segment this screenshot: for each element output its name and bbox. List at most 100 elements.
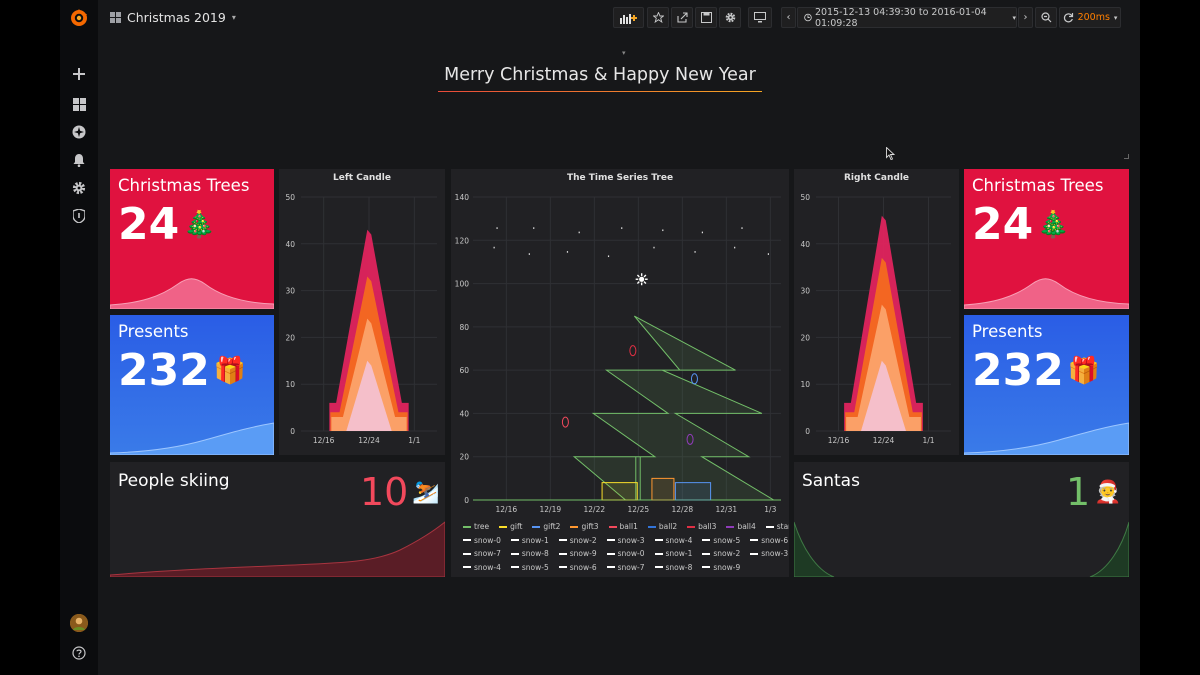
save-icon: [700, 12, 712, 23]
resize-handle-icon[interactable]: [1124, 154, 1129, 159]
zoom-out-button[interactable]: [1035, 7, 1057, 28]
candle-flame-layer-3: [332, 360, 406, 431]
mouse-cursor-icon: [886, 145, 896, 164]
legend-item[interactable]: snow-7: [463, 549, 501, 558]
christmas-trees-panel-right[interactable]: Christmas Trees 24 🎄: [964, 169, 1129, 309]
legend-item[interactable]: snow-6: [750, 536, 788, 545]
plus-icon[interactable]: [70, 65, 88, 83]
legend-item[interactable]: snow-3: [750, 549, 788, 558]
christmas-trees-panel-left[interactable]: Christmas Trees 24 🎄: [110, 169, 274, 309]
caret-down-icon: ▾: [1113, 13, 1118, 22]
dashboard-picker[interactable]: Christmas 2019 ▾: [110, 10, 236, 25]
legend-swatch: [702, 552, 711, 555]
legend-swatch: [463, 566, 471, 569]
stat-title: People skiing: [118, 471, 230, 491]
legend-item[interactable]: snow-6: [558, 563, 597, 572]
left-candle-panel[interactable]: Left Candle 0 10 20 30 40 50 12/16 12/24 1/1: [279, 169, 445, 455]
stat-title: Santas: [802, 471, 860, 491]
legend-item[interactable]: snow-9: [702, 563, 740, 572]
legend-swatch: [702, 566, 711, 569]
legend-label: snow-3: [617, 535, 645, 545]
legend-label: snow-8: [665, 562, 693, 572]
legend-swatch: [726, 525, 735, 528]
stat-title: Presents: [118, 322, 189, 341]
presents-panel-left[interactable]: Presents 232 🎁: [110, 315, 274, 455]
presents-panel-right[interactable]: Presents 232 🎁: [964, 315, 1129, 455]
right-candle-panel[interactable]: Right Candle 0 10 20 30 40 50 12/16 12/24 1/1: [794, 169, 959, 455]
ball4-point: [686, 433, 694, 445]
sparkline: [794, 521, 1129, 577]
save-button[interactable]: [695, 7, 717, 28]
legend-item[interactable]: snow-7: [606, 562, 645, 572]
stat-value: 10 ⛷️: [360, 470, 440, 514]
legend-item[interactable]: snow-1: [510, 536, 549, 545]
legend-item[interactable]: snow-0: [463, 536, 501, 545]
refresh-picker[interactable]: 200ms ▾: [1059, 7, 1121, 28]
people-skiing-panel[interactable]: People skiing 10 ⛷️: [110, 462, 445, 577]
legend-item[interactable]: snow-9: [558, 549, 597, 558]
legend-label: snow-2: [569, 535, 597, 545]
legend-item[interactable]: snow-1: [654, 549, 692, 558]
legend-item[interactable]: star: [765, 522, 789, 531]
time-back-button[interactable]: ‹: [781, 7, 796, 28]
legend-item[interactable]: snow-5: [510, 562, 549, 572]
shield-icon[interactable]: [70, 207, 88, 225]
legend-swatch: [558, 566, 567, 569]
right-candle-chart: 0 10 20 30 40 50 12/16 12/24 1/1: [800, 193, 951, 445]
legend-item[interactable]: snow-8: [510, 549, 549, 558]
grafana-logo-icon[interactable]: [69, 8, 89, 28]
legend-label: snow-7: [617, 562, 645, 572]
snow-1-point: [566, 251, 569, 253]
star-button[interactable]: [647, 7, 669, 28]
ball2-point: [690, 373, 698, 385]
legend-item[interactable]: snow-4: [654, 536, 692, 545]
add-panel-button[interactable]: [613, 7, 644, 28]
x-tick-label: 12/31: [716, 505, 738, 514]
time-forward-button[interactable]: ›: [1018, 7, 1033, 28]
legend-swatch: [606, 539, 615, 542]
legend-item[interactable]: snow-0: [606, 549, 645, 558]
legend-row: snow-0 snow-1 snow-2 snow-3 snow-4 snow-5 snow…: [463, 534, 788, 548]
legend-label: snow-5: [521, 562, 549, 572]
legend-item[interactable]: ball2: [647, 522, 677, 531]
legend-item[interactable]: snow-2: [558, 535, 597, 545]
legend-item[interactable]: snow-5: [702, 536, 740, 545]
top-navbar: Christmas 2019 ▾ ‹ 2015-12-13 04:39:30 t…: [98, 0, 1140, 36]
gear-icon[interactable]: [70, 179, 88, 197]
time-series-tree-panel[interactable]: The Time Series Tree 0 20 40 60 80 100 120 140 1…: [451, 169, 789, 577]
santas-panel[interactable]: Santas 1 🧑‍🎄: [794, 462, 1129, 577]
x-tick-label: 12/24: [873, 436, 895, 445]
clock-icon: [804, 13, 812, 22]
tv-mode-button[interactable]: [748, 7, 772, 28]
legend-item[interactable]: snow-2: [702, 549, 740, 558]
legend-item[interactable]: gift: [499, 522, 522, 531]
bell-icon[interactable]: [70, 151, 88, 169]
user-avatar[interactable]: [70, 614, 88, 632]
time-picker[interactable]: 2015-12-13 04:39:30 to 2016-01-04 01:09:…: [797, 7, 1017, 29]
legend-item[interactable]: ball4: [726, 522, 756, 531]
skier-icon: ⛷️: [412, 479, 440, 505]
legend-item[interactable]: snow-4: [463, 563, 501, 572]
legend-item[interactable]: gift2: [532, 522, 560, 531]
legend-label: ball1: [619, 522, 638, 532]
legend-label: gift2: [543, 522, 561, 532]
legend-item[interactable]: snow-3: [606, 535, 645, 545]
dashboards-icon[interactable]: [70, 95, 88, 113]
row-header: Merry Christmas & Happy New Year: [60, 62, 1140, 92]
help-icon[interactable]: [70, 644, 88, 662]
legend-item[interactable]: tree: [463, 522, 489, 531]
stat-value: 232 🎁: [118, 345, 246, 396]
compass-icon[interactable]: [70, 123, 88, 141]
legend-item[interactable]: gift3: [570, 522, 599, 531]
legend-item[interactable]: snow-8: [654, 562, 693, 572]
legend-swatch: [750, 552, 759, 555]
snow-1-point: [653, 246, 655, 249]
x-tick-label: 12/25: [628, 505, 650, 514]
legend-item[interactable]: ball3: [687, 522, 716, 531]
share-button[interactable]: [671, 7, 693, 28]
y-tick-label: 100: [455, 280, 470, 289]
row-collapse-icon[interactable]: ▾: [622, 49, 626, 57]
settings-button[interactable]: [719, 7, 741, 28]
y-tick-label: 60: [459, 366, 469, 375]
legend-item[interactable]: ball1: [608, 522, 638, 532]
